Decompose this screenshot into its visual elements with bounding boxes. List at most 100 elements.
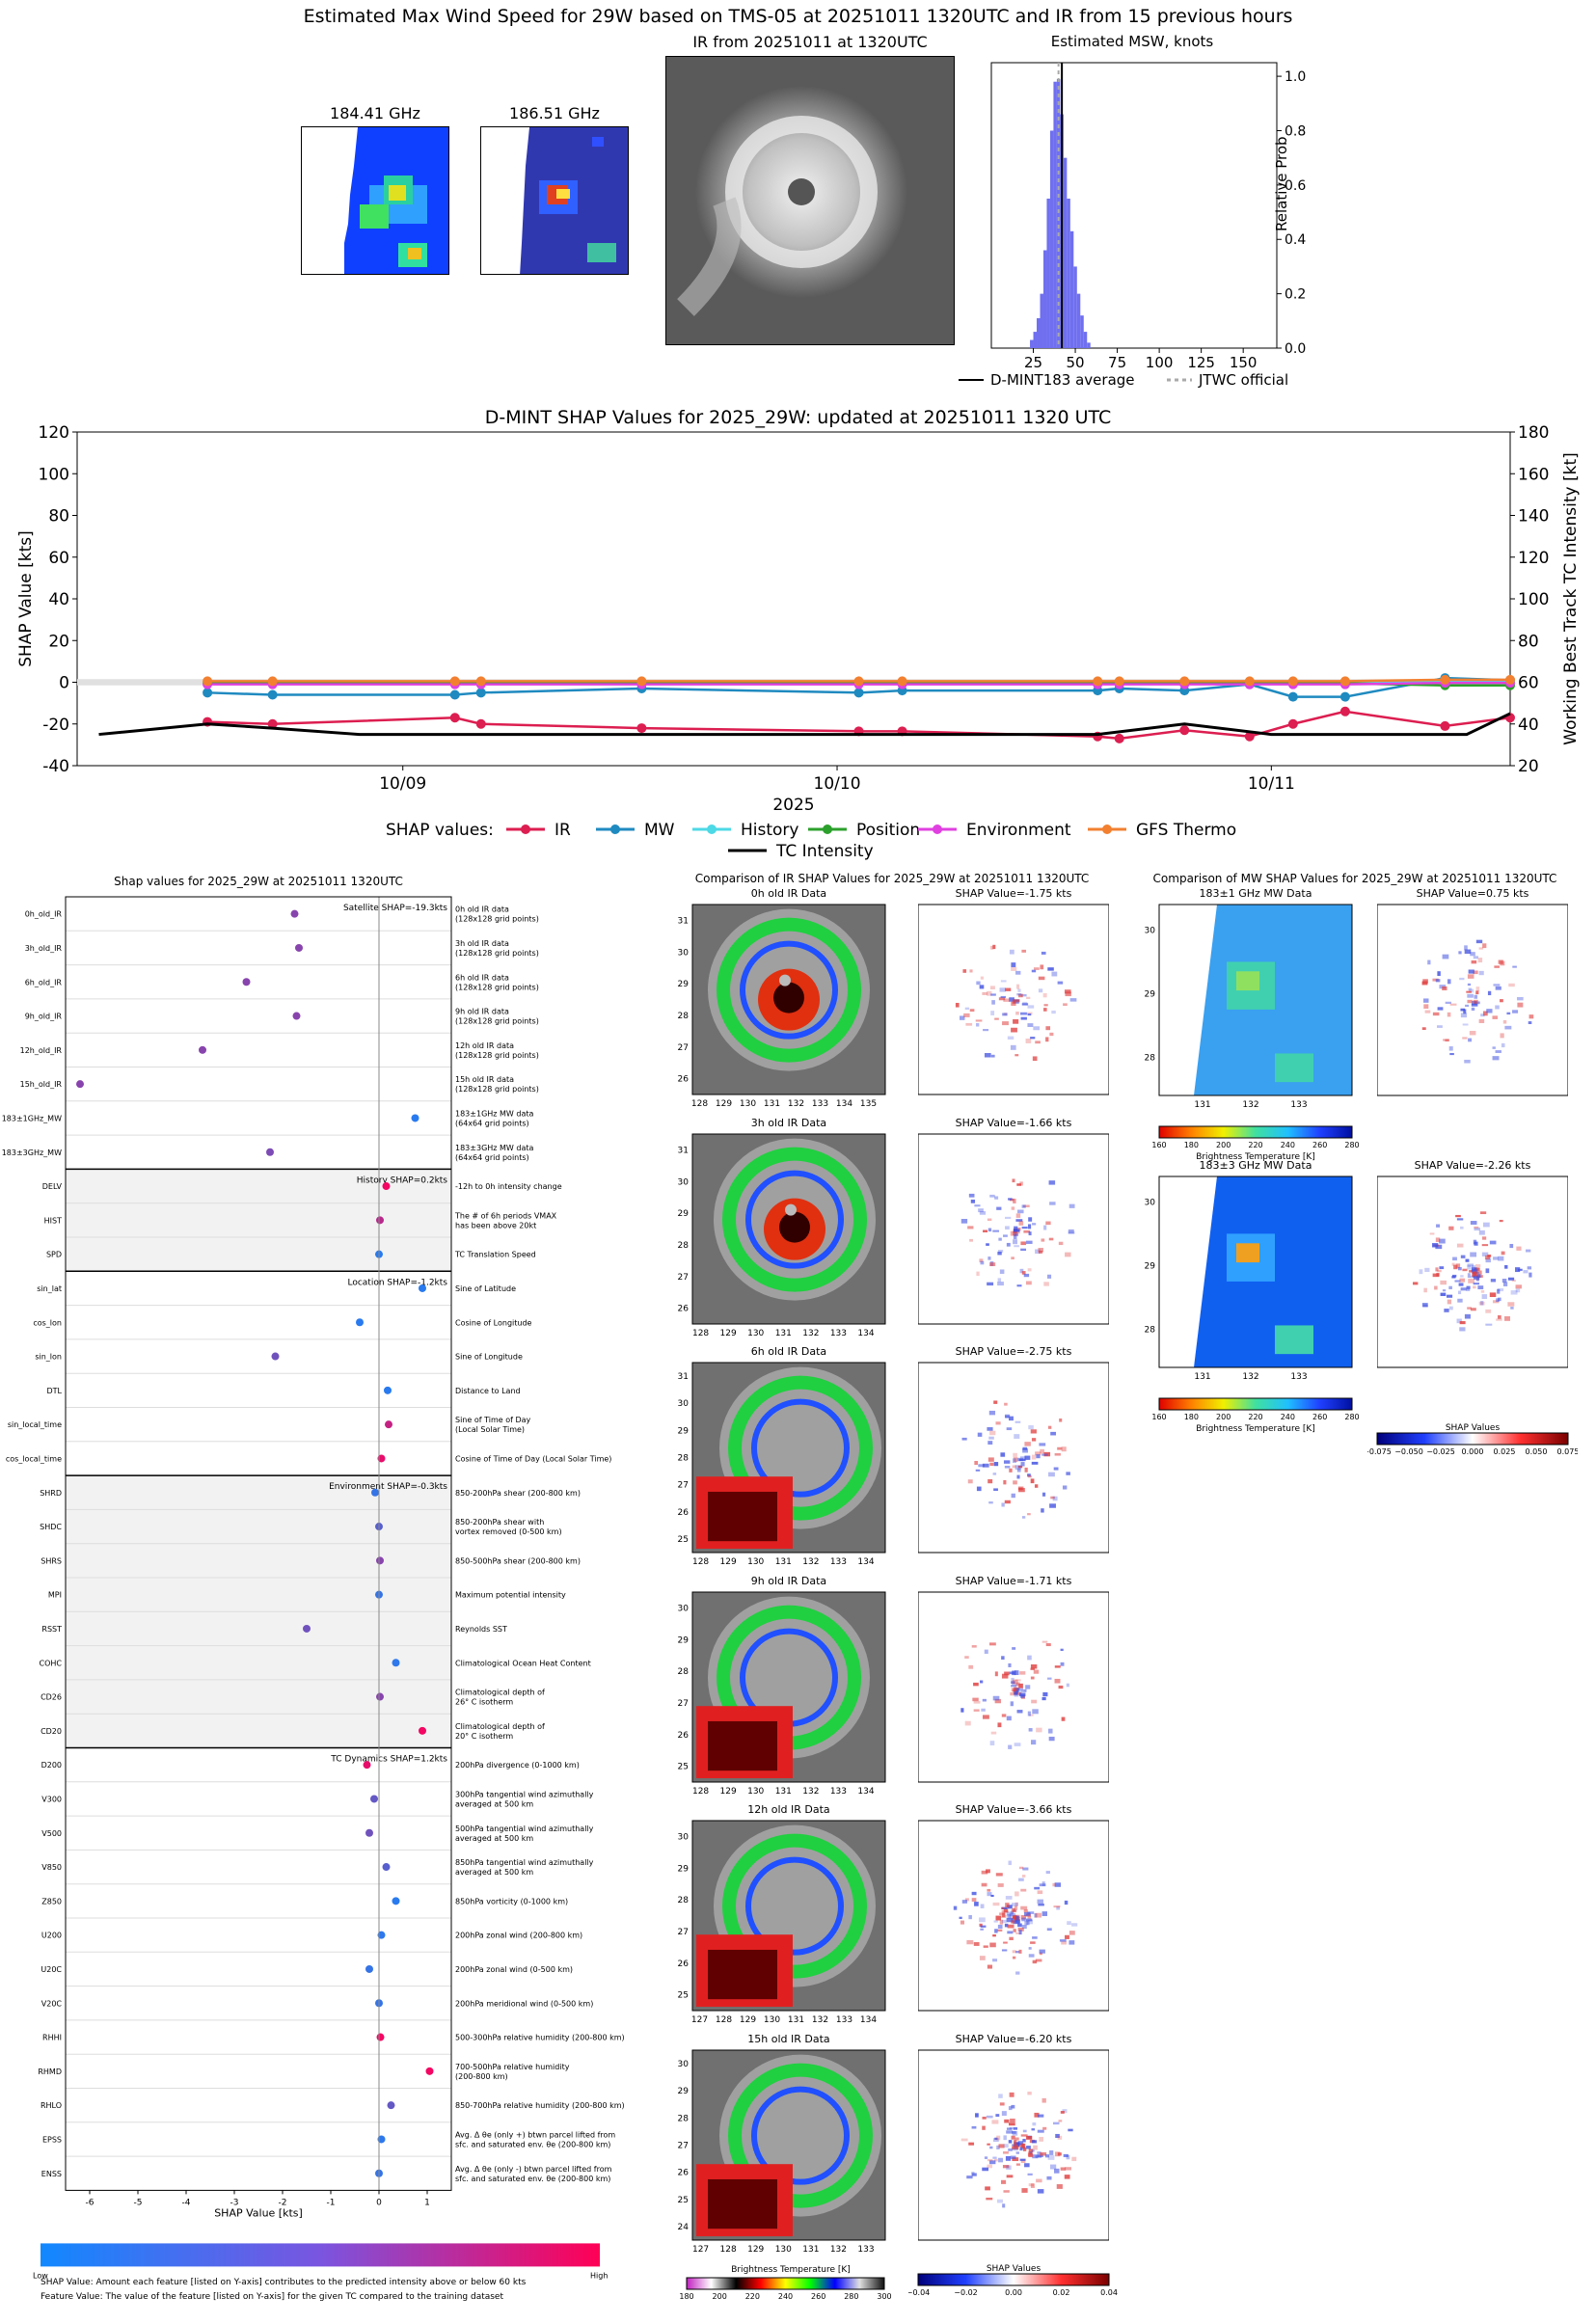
ts-y2tick: 20 (1518, 757, 1539, 776)
legend-item: MW (644, 821, 675, 840)
lon-tick: 128 (716, 2015, 732, 2025)
series-point (1287, 718, 1298, 729)
colorbar-tick: 0.00 (1005, 2288, 1022, 2297)
feature-point (419, 1284, 426, 1292)
ir-map-panel: 0h old IR Data 31 30 29 28 27 26 128 129 130 131 13… (678, 887, 886, 1109)
hist-xtick: 25 (1024, 354, 1042, 371)
feature-name: COHC (40, 1659, 63, 1667)
feature-point (392, 1897, 400, 1905)
colorbar-tick: 260 (1312, 1413, 1327, 1421)
series-point (897, 676, 907, 687)
feature-point (392, 1659, 400, 1667)
ir-map-panel: 15h old IR Data 30 29 28 27 26 25 24 127 128 129 13… (678, 2033, 886, 2255)
feature-desc: 500-300hPa relative humidity (200-800 km… (455, 2034, 625, 2042)
ts-xtick: 10/11 (1248, 774, 1295, 794)
series-point (636, 676, 647, 687)
mw1-image (301, 126, 449, 275)
feature-point (295, 943, 303, 952)
lon-tick: 131 (802, 2245, 819, 2255)
feature-desc: (128x128 grid points) (455, 1051, 539, 1060)
hist-frame (990, 62, 1278, 349)
feature-name: 12h_old_IR (20, 1046, 63, 1055)
shap-map-panel: SHAP Value=-6.20 kts (918, 2033, 1109, 2240)
feature-desc: (128x128 grid points) (455, 949, 539, 958)
lon-tick: 131 (788, 2015, 804, 2025)
feature-name: V300 (41, 1795, 62, 1803)
feature-name: DTL (46, 1387, 62, 1395)
lon-tick: 129 (740, 2015, 756, 2025)
colorbar-tick: 180 (1184, 1413, 1199, 1421)
feature-name: CD20 (41, 1727, 62, 1736)
panel-title: 183±1 GHz MW Data (1200, 887, 1312, 900)
series-point (475, 676, 486, 687)
series-point (267, 689, 278, 700)
colorbar-tick: −0.075 (1367, 1447, 1392, 1456)
feature-name: U20C (41, 1965, 62, 1974)
lat-tick: 31 (678, 1372, 689, 1382)
feature-name: EPSS (42, 2135, 62, 2144)
hist-xtick: 75 (1108, 354, 1126, 371)
colorbar-tick: −0.025 (1426, 1447, 1455, 1456)
feature-point (376, 2033, 385, 2041)
lat-tick: 30 (1145, 926, 1156, 935)
group-band (66, 1747, 451, 2191)
feature-desc: averaged at 500 km (455, 1868, 533, 1877)
ts-ytick: 120 (39, 424, 69, 443)
mw-shap-colorbar: SHAP Values −0.075−0.050−0.025 0.000 0.025 0… (1367, 1423, 1578, 1456)
feature-desc: has been above 20kt (455, 1221, 536, 1230)
lon-tick: 131 (775, 1787, 792, 1797)
lon-tick: 132 (1242, 1100, 1258, 1110)
feature-desc: 9h old IR data (455, 1008, 509, 1016)
series-point (1244, 676, 1255, 687)
feature-desc: Sine of Time of Day (455, 1416, 531, 1424)
feature-desc: (64x64 grid points) (455, 1153, 529, 1162)
feature-desc: 183±3GHz MW data (455, 1144, 533, 1152)
legend-item: History (741, 821, 798, 840)
feature-desc: Cosine of Longitude (455, 1318, 532, 1327)
scatter-title: Shap values for 2025_29W at 20251011 132… (114, 875, 403, 888)
scatter-xtick: -1 (327, 2198, 336, 2207)
feature-point (199, 1045, 206, 1054)
lon-tick: 132 (802, 1557, 819, 1567)
hist-bar (1049, 130, 1054, 348)
feature-desc: 200hPa divergence (0-1000 km) (455, 1761, 580, 1770)
lat-tick: 29 (678, 1635, 690, 1645)
mw-comparison-title: Comparison of MW SHAP Values for 2025_29… (1152, 872, 1557, 885)
series-point (475, 718, 486, 729)
colorbar-tick: 0.000 (1462, 1447, 1484, 1456)
mw-bt-colorbar: 160 180 200 220 240 260 280 Brightness Temperat… (1151, 1125, 1360, 1162)
colorbar-tick: 180 (1184, 1141, 1199, 1149)
feature-name: cos_local_time (6, 1454, 62, 1463)
ts-ytick: -20 (42, 716, 69, 735)
feature-desc: (128x128 grid points) (455, 1017, 539, 1026)
lon-tick: 133 (830, 1787, 847, 1797)
mw2-image (480, 126, 629, 275)
feature-point (365, 1828, 373, 1837)
ir-map-panel: 3h old IR Data 31 30 29 28 27 26 128 129 130 131 13… (678, 1117, 886, 1338)
feature-name: RHLO (41, 2101, 62, 2110)
colorbar-tick: −0.04 (908, 2288, 930, 2297)
lon-tick: 135 (860, 1099, 877, 1109)
colorbar-tick: 260 (811, 2292, 825, 2301)
hist-ytick: 0.8 (1285, 123, 1306, 139)
panel-shap-value: SHAP Value=-1.71 kts (956, 1575, 1072, 1587)
colorbar-tick: −0.050 (1394, 1447, 1423, 1456)
hist-bar (1083, 332, 1088, 348)
ts-ytick: 100 (39, 465, 69, 484)
series-point (1339, 691, 1350, 702)
series-point (449, 689, 460, 700)
lat-tick: 27 (678, 1928, 689, 1937)
feature-desc: Climatological depth of (455, 1689, 545, 1697)
feature-desc: 200hPa zonal wind (200-800 km) (455, 1932, 582, 1940)
lat-tick: 27 (678, 1043, 689, 1053)
feature-point (382, 1182, 391, 1191)
colorbar-tick: 200 (1216, 1141, 1231, 1149)
colorbar-tick: 200 (713, 2292, 727, 2301)
scatter-xtick: -4 (182, 2198, 191, 2207)
shap-map-panel: SHAP Value=-3.66 kts (918, 1803, 1109, 2012)
lat-tick: 25 (678, 1762, 689, 1771)
lat-tick: 27 (678, 1698, 689, 1708)
lon-tick: 134 (836, 1099, 852, 1109)
lat-tick: 28 (678, 1896, 690, 1905)
feature-name: sin_lon (35, 1353, 62, 1362)
